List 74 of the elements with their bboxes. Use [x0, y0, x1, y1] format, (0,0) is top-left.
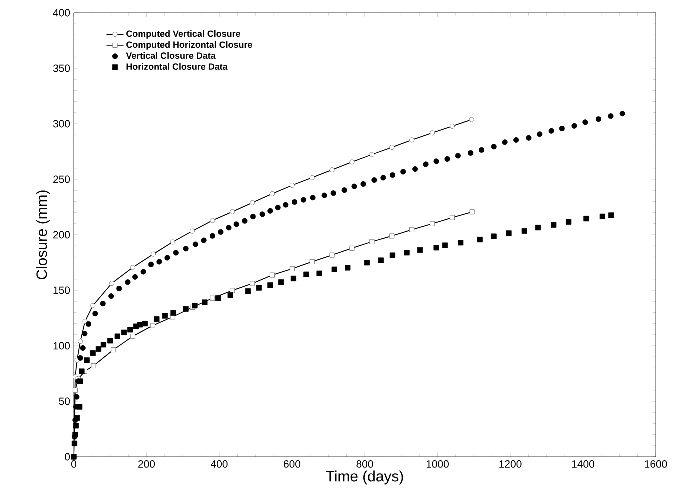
point: [74, 415, 80, 421]
point: [73, 423, 79, 429]
point: [268, 282, 274, 288]
point: [228, 292, 234, 298]
y-axis-title: Closure (mm): [36, 190, 50, 280]
legend-label: Vertical Closure Data: [126, 52, 216, 60]
point: [77, 404, 83, 410]
point: [192, 303, 198, 309]
y-tick-label: 400: [53, 9, 70, 17]
y-tick-label: 0: [65, 453, 70, 461]
x-tick-label: 0: [71, 460, 76, 468]
point: [216, 296, 222, 302]
point: [442, 242, 448, 248]
point: [535, 224, 542, 231]
point: [364, 260, 370, 266]
point: [278, 280, 284, 286]
y-tick-label: 200: [54, 231, 70, 239]
x-axis-title: Time (days): [326, 470, 404, 485]
point: [90, 350, 96, 356]
point: [390, 252, 396, 258]
point: [584, 216, 590, 222]
point: [72, 440, 78, 446]
point: [183, 306, 189, 312]
point: [100, 342, 107, 348]
y-tick-label: 100: [54, 342, 70, 350]
point: [162, 313, 168, 319]
point: [84, 358, 90, 364]
y-tick-label: 300: [53, 120, 70, 128]
x-tick-label: 1000: [426, 460, 449, 468]
point: [137, 322, 143, 328]
point: [506, 230, 512, 236]
point: [434, 245, 440, 251]
legend-label: Computed Vertical Closure: [126, 30, 240, 39]
point: [142, 321, 148, 327]
point: [345, 265, 351, 271]
x-tick-label: 1600: [645, 460, 668, 468]
y-tick-label: 50: [59, 398, 70, 406]
point: [79, 368, 85, 374]
point: [128, 327, 134, 333]
point: [316, 270, 322, 276]
point: [202, 300, 208, 306]
point: [121, 330, 127, 336]
point: [522, 228, 528, 234]
point: [114, 334, 120, 340]
point: [458, 240, 464, 246]
x-tick-label: 1400: [572, 460, 594, 468]
point: [600, 214, 606, 220]
point: [96, 346, 102, 352]
point: [418, 247, 424, 253]
x-tick-label: 200: [138, 460, 156, 468]
point: [290, 276, 296, 282]
point: [108, 338, 114, 344]
point: [491, 234, 497, 240]
point: [608, 212, 614, 218]
x-tick-label: 1200: [500, 460, 522, 468]
y-tick-label: 250: [54, 176, 70, 184]
y-tick-label: 150: [54, 286, 70, 294]
point: [304, 272, 310, 278]
point: [566, 219, 572, 225]
point: [256, 285, 262, 291]
point: [404, 250, 410, 256]
point: [551, 222, 557, 228]
point: [170, 310, 176, 316]
point: [378, 258, 384, 264]
point: [477, 236, 483, 243]
legend-label: Computed Horizontal Closure: [126, 41, 252, 50]
point: [245, 288, 252, 294]
legend-label: Horizontal Closure Data: [126, 63, 228, 70]
point: [332, 266, 338, 272]
y-tick-label: 350: [53, 64, 70, 72]
x-tick-label: 600: [284, 460, 301, 468]
x-tick-label: 800: [356, 460, 374, 468]
x-tick-label: 400: [211, 460, 228, 468]
point: [154, 316, 160, 322]
